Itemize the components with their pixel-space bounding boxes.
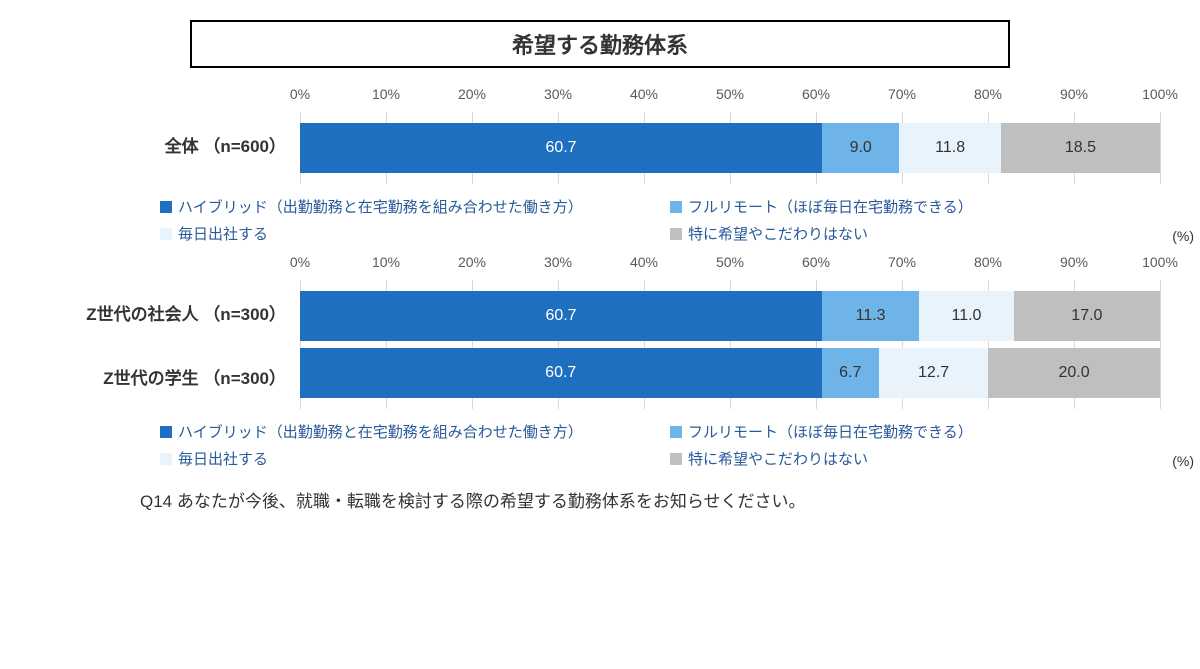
axis-tick: 60% xyxy=(802,86,830,102)
legend-item-hybrid: ハイブリッド（出勤勤務と在宅勤務を組み合わせた働き方） xyxy=(160,421,670,442)
legend-label: ハイブリッド（出勤勤務と在宅勤務を組み合わせた働き方） xyxy=(178,196,583,217)
charts-container: 全体 （n=600） 0% 10% 20% 30% 40% 50% 60% 70% 80% 90% 1… xyxy=(40,86,1160,469)
legend-swatch xyxy=(160,228,172,240)
axis-tick: 30% xyxy=(544,254,572,270)
legend-swatch xyxy=(670,228,682,240)
legend-item-office: 毎日出社する xyxy=(160,448,670,469)
chart-title: 希望する勤務体系 xyxy=(190,20,1010,68)
axis-tick: 20% xyxy=(458,86,486,102)
axis-tick: 0% xyxy=(290,86,310,102)
axis-tick: 40% xyxy=(630,254,658,270)
legend-item-none: 特に希望やこだわりはない xyxy=(670,448,1100,469)
legend-swatch xyxy=(160,453,172,465)
chart-block-breakdown: Z世代の社会人 （n=300）Z世代の学生 （n=300） 0% 10% 20% 30%… xyxy=(40,254,1160,469)
gridline xyxy=(1160,112,1161,184)
row-label: Z世代の学生 （n=300） xyxy=(40,344,300,408)
unit-label: (%) xyxy=(1172,453,1194,469)
legend-item-remote: フルリモート（ほぼ毎日在宅勤務できる） xyxy=(670,421,1100,442)
legend: ハイブリッド（出勤勤務と在宅勤務を組み合わせた働き方） フルリモート（ほぼ毎日在宅… xyxy=(160,196,1160,244)
bar-segment-office: 12.7 xyxy=(879,348,988,398)
bar-segment-remote: 11.3 xyxy=(822,291,919,341)
axis-tick: 100% xyxy=(1142,86,1178,102)
legend-item-office: 毎日出社する xyxy=(160,223,670,244)
x-axis: 0%10%20%30%40%50%60%70%80%90%100% xyxy=(300,254,1160,280)
axis-tick: 100% xyxy=(1142,254,1178,270)
legend-item-none: 特に希望やこだわりはない xyxy=(670,223,1100,244)
legend-swatch xyxy=(160,201,172,213)
axis-tick: 60% xyxy=(802,254,830,270)
legend-swatch xyxy=(160,426,172,438)
axis-tick: 0% xyxy=(290,254,310,270)
bar-segment-hybrid: 60.7 xyxy=(300,123,822,173)
bar-segment-none: 18.5 xyxy=(1001,123,1160,173)
legend-item-hybrid: ハイブリッド（出勤勤務と在宅勤務を組み合わせた働き方） xyxy=(160,196,670,217)
bar-segment-remote: 9.0 xyxy=(822,123,899,173)
legend-item-remote: フルリモート（ほぼ毎日在宅勤務できる） xyxy=(670,196,1100,217)
bar-segment-office: 11.0 xyxy=(919,291,1014,341)
legend-label: 特に希望やこだわりはない xyxy=(688,448,868,469)
legend-label: 毎日出社する xyxy=(178,223,268,244)
bar-segment-none: 17.0 xyxy=(1014,291,1160,341)
axis-tick: 80% xyxy=(974,254,1002,270)
legend-label: 特に希望やこだわりはない xyxy=(688,223,868,244)
question-footnote: Q14 あなたが今後、就職・転職を検討する際の希望する勤務体系をお知らせください… xyxy=(140,487,1160,512)
row-label: 全体 （n=600） xyxy=(40,112,300,176)
gridline xyxy=(1160,280,1161,409)
legend-swatch xyxy=(670,426,682,438)
axis-tick: 70% xyxy=(888,86,916,102)
axis-tick: 10% xyxy=(372,86,400,102)
legend: ハイブリッド（出勤勤務と在宅勤務を組み合わせた働き方） フルリモート（ほぼ毎日在宅… xyxy=(160,421,1160,469)
legend-swatch xyxy=(670,201,682,213)
row-label: Z世代の社会人 （n=300） xyxy=(40,280,300,344)
axis-tick: 90% xyxy=(1060,86,1088,102)
axis-tick: 80% xyxy=(974,86,1002,102)
axis-tick: 90% xyxy=(1060,254,1088,270)
axis-tick: 20% xyxy=(458,254,486,270)
legend-label: 毎日出社する xyxy=(178,448,268,469)
axis-tick: 70% xyxy=(888,254,916,270)
axis-tick: 40% xyxy=(630,86,658,102)
bar-row: 60.79.011.818.5 xyxy=(300,123,1160,173)
axis-tick: 10% xyxy=(372,254,400,270)
bar-segment-none: 20.0 xyxy=(988,348,1160,398)
legend-label: フルリモート（ほぼ毎日在宅勤務できる） xyxy=(688,421,973,442)
axis-tick: 50% xyxy=(716,254,744,270)
chart-block-overall: 全体 （n=600） 0% 10% 20% 30% 40% 50% 60% 70% 80% 90% 1… xyxy=(40,86,1160,244)
bar-segment-hybrid: 60.7 xyxy=(300,348,822,398)
x-axis: 0%10%20%30%40%50%60%70%80%90%100% xyxy=(300,86,1160,112)
legend-label: ハイブリッド（出勤勤務と在宅勤務を組み合わせた働き方） xyxy=(178,421,583,442)
axis-tick: 30% xyxy=(544,86,572,102)
axis-tick: 50% xyxy=(716,86,744,102)
unit-label: (%) xyxy=(1172,228,1194,244)
bar-segment-office: 11.8 xyxy=(899,123,1000,173)
bar-row: 60.76.712.720.0 xyxy=(300,348,1160,398)
bar-segment-hybrid: 60.7 xyxy=(300,291,822,341)
bar-row: 60.711.311.017.0 xyxy=(300,291,1160,341)
bar-segment-remote: 6.7 xyxy=(822,348,880,398)
legend-swatch xyxy=(670,453,682,465)
legend-label: フルリモート（ほぼ毎日在宅勤務できる） xyxy=(688,196,973,217)
